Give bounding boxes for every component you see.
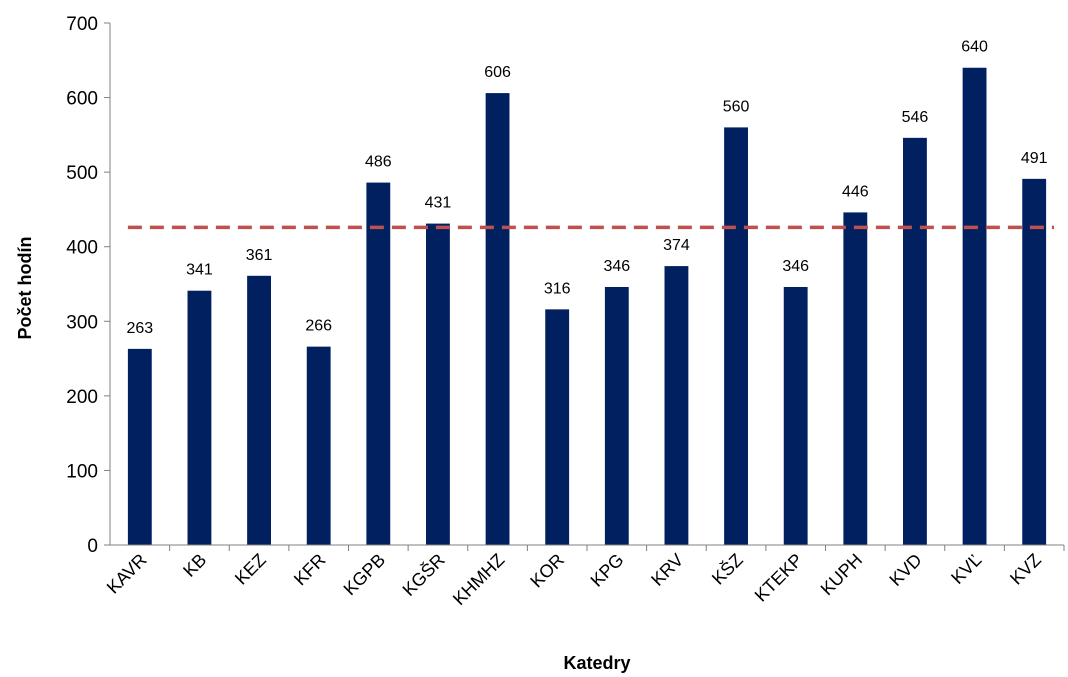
data-label: 606: [484, 64, 511, 81]
y-tick-label: 300: [66, 312, 98, 333]
data-label: 316: [544, 280, 571, 297]
x-tick-label: KPG: [587, 550, 628, 591]
bar: [724, 127, 748, 546]
bar: [604, 286, 629, 545]
data-label: 640: [961, 39, 988, 56]
data-label: 546: [902, 109, 929, 126]
bar: [783, 286, 808, 545]
data-label: 346: [603, 258, 630, 275]
x-tick-label: KHMHZ: [449, 550, 508, 609]
x-tick-label: KŠZ: [707, 549, 747, 589]
x-tick-label: KAVR: [103, 550, 151, 598]
y-tick-label: 200: [66, 387, 98, 408]
y-tick-label: 100: [66, 461, 98, 482]
data-labels: 263 341 361 266 486 431 606 316 346 374 560 346 446 5…: [126, 39, 1047, 337]
bar: [664, 266, 689, 545]
x-tick-label: KRV: [647, 550, 687, 590]
bars: [127, 67, 1047, 546]
bar: [545, 309, 570, 545]
x-axis-ticks: KAVR KB KEZ KFR KGPB KGŠR KHMHZ KOR KPG KRV KŠZ KTE…: [103, 545, 1065, 609]
data-label: 431: [425, 195, 452, 212]
data-label: 341: [186, 262, 213, 279]
data-label: 266: [305, 318, 332, 335]
x-tick-label: KOR: [526, 550, 568, 592]
bar: [1022, 178, 1047, 545]
data-label: 446: [842, 183, 869, 200]
x-tick-label: KVĽ: [947, 550, 985, 588]
bar: [247, 275, 271, 545]
x-tick-label: KTEKP: [751, 550, 807, 606]
x-tick-label: KGŠR: [398, 549, 449, 600]
data-label: 560: [723, 98, 750, 115]
y-tick-label: 0: [87, 536, 98, 557]
y-tick-label: 500: [66, 163, 98, 184]
y-tick-label: 400: [66, 238, 98, 259]
data-label: 491: [1021, 150, 1048, 167]
data-label: 346: [782, 258, 809, 275]
y-axis-ticks: 0 100 200 300 400 500 600 700: [66, 14, 110, 557]
x-tick-label: KFR: [290, 550, 330, 590]
x-tick-label: KUPH: [817, 550, 867, 600]
x-tick-label: KGPB: [340, 550, 390, 600]
data-label: 263: [126, 320, 153, 337]
x-tick-label: KEZ: [231, 550, 270, 589]
x-tick-label: KVD: [885, 550, 925, 590]
bar: [485, 93, 510, 546]
bar: [962, 67, 987, 545]
y-axis-title: Počet hodín: [15, 237, 35, 340]
bar: [187, 290, 212, 545]
data-label: 361: [246, 247, 273, 264]
x-tick-label: KB: [179, 550, 210, 581]
bar: [306, 346, 331, 545]
bar: [903, 137, 927, 545]
data-label: 374: [663, 237, 690, 254]
x-axis-title: Katedry: [563, 653, 630, 673]
bar: [426, 223, 450, 545]
bar: [843, 212, 868, 545]
y-tick-label: 700: [66, 14, 98, 35]
bar: [127, 348, 152, 545]
data-label: 486: [365, 154, 392, 171]
x-tick-label: KVZ: [1006, 550, 1045, 589]
y-tick-label: 600: [66, 89, 98, 110]
bar: [366, 182, 391, 545]
